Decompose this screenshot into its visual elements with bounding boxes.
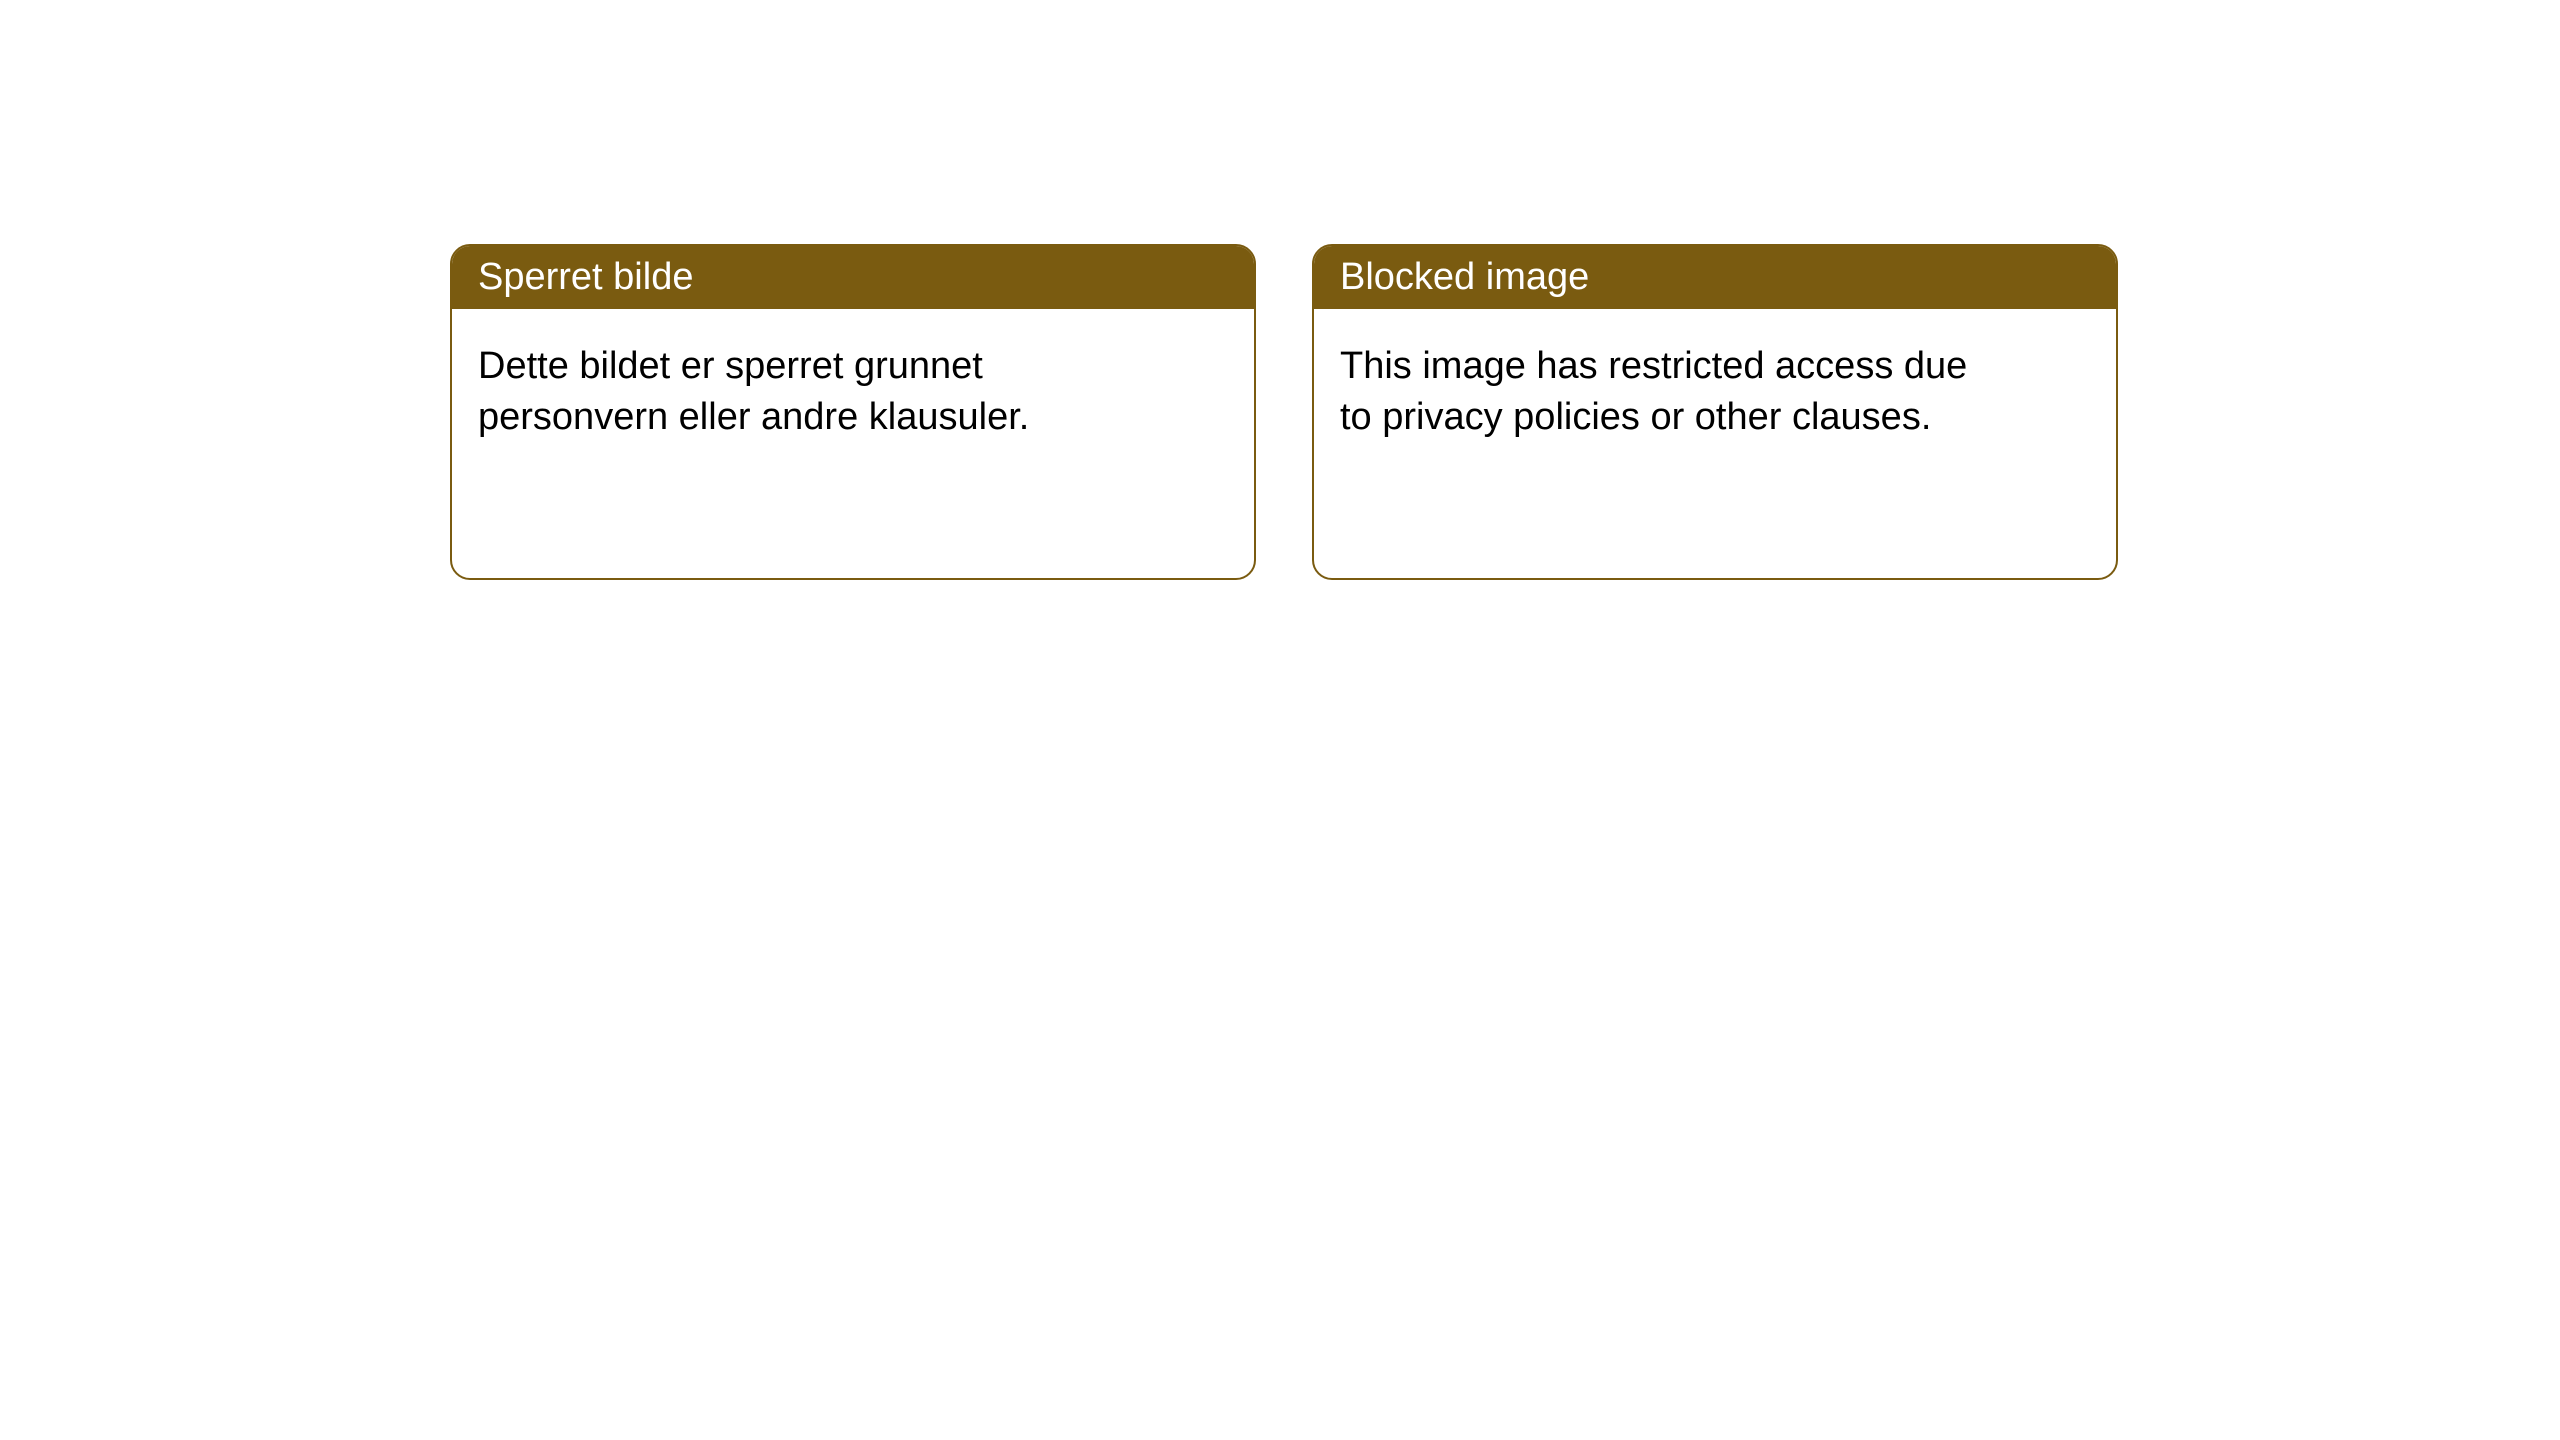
notice-body: This image has restricted access due to … xyxy=(1314,309,2014,476)
notice-header: Blocked image xyxy=(1314,246,2116,309)
notice-box-norwegian: Sperret bilde Dette bildet er sperret gr… xyxy=(450,244,1256,580)
notice-box-english: Blocked image This image has restricted … xyxy=(1312,244,2118,580)
notice-header: Sperret bilde xyxy=(452,246,1254,309)
notice-container: Sperret bilde Dette bildet er sperret gr… xyxy=(450,244,2118,580)
notice-body: Dette bildet er sperret grunnet personve… xyxy=(452,309,1152,476)
